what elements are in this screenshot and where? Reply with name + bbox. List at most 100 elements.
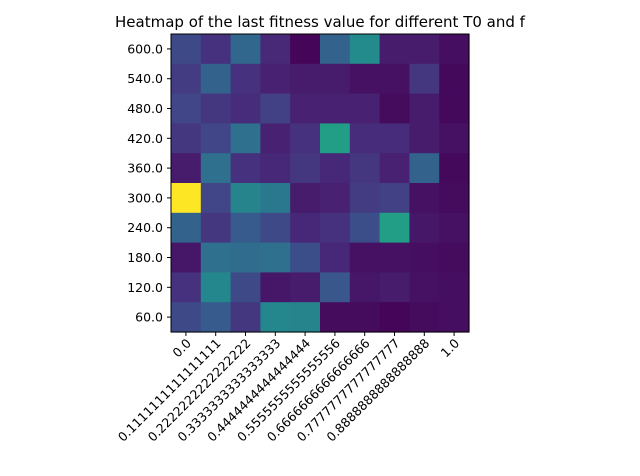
heatmap-cell (200, 212, 232, 244)
heatmap-cell (439, 93, 470, 124)
heatmap-cell (439, 183, 470, 214)
heatmap-cell (171, 212, 202, 244)
heatmap-cell (409, 272, 440, 303)
heatmap-cell (379, 212, 410, 244)
heatmap-cell (439, 63, 470, 95)
heatmap-cell (171, 272, 202, 303)
heatmap-cell (379, 34, 410, 65)
heatmap-cell (230, 34, 261, 65)
heatmap-cell (171, 34, 202, 65)
x-tick-label: 0.0 (169, 335, 194, 360)
plot-frame (170, 33, 470, 333)
x-tick-label: 1.0 (438, 335, 463, 360)
heatmap-cell (171, 242, 202, 273)
heatmap-cell (230, 242, 261, 273)
heatmap-cell (349, 272, 381, 303)
heatmap-cell (290, 183, 321, 214)
heatmap-cell (260, 93, 291, 124)
heatmap-cell (290, 212, 321, 244)
heatmap-cell (290, 242, 321, 273)
heatmap-cell (349, 302, 381, 333)
heatmap-cell (349, 34, 381, 65)
heatmap-cell (260, 153, 291, 184)
heatmap-cell (349, 242, 381, 273)
chart-title: Heatmap of the last fitness value for di… (115, 13, 526, 31)
heatmap-cell (320, 302, 351, 333)
heatmap-cell (171, 153, 202, 184)
heatmap-cell (320, 183, 351, 214)
heatmap-cell (230, 183, 261, 214)
y-tick-label: 300.0 (127, 190, 163, 205)
heatmap-cell (260, 123, 291, 154)
heatmap-cell (320, 272, 351, 303)
heatmap-cell (409, 153, 440, 184)
heatmap-cell (290, 63, 321, 95)
heatmap-cell (379, 183, 410, 214)
heatmap-cell (349, 93, 381, 124)
heatmap-cell (320, 242, 351, 273)
heatmap-cell (260, 212, 291, 244)
y-tick-label: 360.0 (127, 161, 163, 176)
heatmap-cell (379, 153, 410, 184)
heatmap-cell (290, 34, 321, 65)
heatmap-cell (230, 272, 261, 303)
heatmap-cell (260, 302, 291, 333)
heatmap-cell (290, 123, 321, 154)
heatmap-cell (260, 183, 291, 214)
heatmap-cell (200, 93, 232, 124)
heatmap-cell (409, 63, 440, 95)
heatmap-cell (409, 123, 440, 154)
heatmap-cell (320, 63, 351, 95)
heatmap-cell (230, 212, 261, 244)
heatmap-cell (260, 242, 291, 273)
heatmap-cell (230, 63, 261, 95)
heatmap-cell (349, 153, 381, 184)
heatmap-cell (379, 93, 410, 124)
heatmap-cell (439, 212, 470, 244)
heatmap-cell (230, 302, 261, 333)
heatmap-cell (409, 34, 440, 65)
heatmap-cell (320, 93, 351, 124)
heatmap-cell (290, 153, 321, 184)
heatmap-cell (230, 123, 261, 154)
heatmap-cell (290, 272, 321, 303)
heatmap-cell (409, 183, 440, 214)
x-axis: 0.00.11111111111111110.22222222222222220… (115, 332, 462, 445)
y-tick-label: 240.0 (127, 220, 163, 235)
heatmap-cell (379, 123, 410, 154)
heatmap-cell (230, 93, 261, 124)
y-tick-label: 180.0 (127, 250, 163, 265)
heatmap-cell (439, 272, 470, 303)
y-tick-label: 420.0 (127, 131, 163, 146)
heatmap-cell (290, 93, 321, 124)
heatmap-cell (439, 123, 470, 154)
heatmap-cell (439, 153, 470, 184)
heatmap-cell (260, 34, 291, 65)
heatmap-cell (439, 302, 470, 333)
heatmap-cell (260, 63, 291, 95)
heatmap-cell (260, 272, 291, 303)
heatmap-cell (349, 123, 381, 154)
y-axis: 600.0 540.0 480.0 420.0 360.0 300.0 240.0 180.0… (127, 41, 171, 325)
heatmap-cell (320, 212, 351, 244)
heatmap-cell (200, 272, 232, 303)
heatmap-cell (200, 123, 232, 154)
heatmap-cell (200, 183, 232, 214)
heatmap-cell (200, 242, 232, 273)
heatmap-cells (171, 34, 470, 333)
heatmap-cell (349, 212, 381, 244)
heatmap-cell (200, 34, 232, 65)
heatmap-cell (409, 93, 440, 124)
heatmap-cell (439, 34, 470, 65)
heatmap-cell (409, 302, 440, 333)
y-tick-label: 120.0 (127, 280, 163, 295)
heatmap-cell (171, 183, 202, 214)
heatmap-cell (171, 93, 202, 124)
heatmap-cell (320, 153, 351, 184)
heatmap-cell (200, 63, 232, 95)
y-tick-label: 540.0 (127, 71, 163, 86)
heatmap-cell (379, 63, 410, 95)
heatmap-cell (409, 242, 440, 273)
y-tick-label: 600.0 (127, 41, 163, 56)
